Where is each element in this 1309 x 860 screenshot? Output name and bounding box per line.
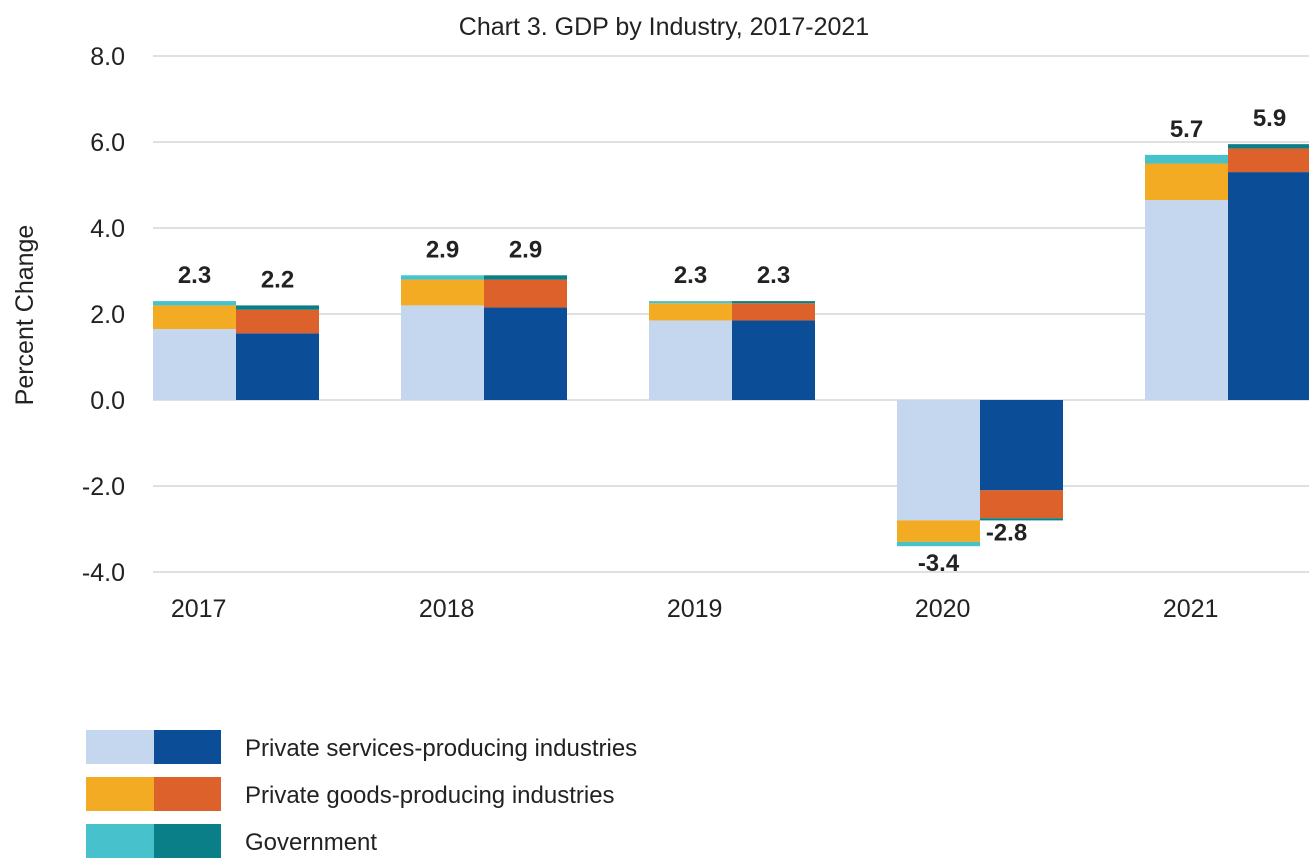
bar-segment bbox=[401, 275, 484, 280]
bars bbox=[153, 144, 1309, 547]
data-label: -3.4 bbox=[918, 550, 960, 577]
x-axis-ticks: 2017 2018 2019 2020 2021 bbox=[171, 595, 1219, 623]
bar-segment bbox=[484, 275, 567, 280]
y-tick-label: 8.0 bbox=[90, 43, 125, 71]
y-tick-label: -4.0 bbox=[82, 559, 125, 587]
data-label: 2.9 bbox=[426, 236, 459, 263]
bar-segment bbox=[1145, 163, 1228, 201]
bar-segment bbox=[980, 400, 1063, 491]
legend-swatch-light bbox=[86, 730, 154, 764]
x-tick-label: 2018 bbox=[419, 595, 475, 623]
y-tick-label: 2.0 bbox=[90, 301, 125, 329]
bar-segment bbox=[732, 303, 815, 321]
legend-swatch-light bbox=[86, 777, 154, 811]
bar-segment bbox=[649, 320, 732, 400]
legend-swatch-dark bbox=[154, 824, 221, 858]
bar-segment bbox=[649, 303, 732, 321]
bar-segment bbox=[236, 305, 319, 310]
bar-segment bbox=[732, 320, 815, 400]
x-tick-label: 2021 bbox=[1163, 595, 1219, 623]
bar-segment bbox=[732, 301, 815, 304]
bar-segment bbox=[236, 333, 319, 400]
bar-segment bbox=[897, 400, 980, 521]
bar-segment bbox=[1228, 172, 1309, 400]
y-axis-ticks: 8.0 6.0 4.0 2.0 0.0 -2.0 -4.0 bbox=[82, 43, 125, 587]
legend-label: Government bbox=[245, 829, 377, 856]
y-tick-label: 0.0 bbox=[90, 387, 125, 415]
bar-segment bbox=[484, 307, 567, 400]
bar-segment bbox=[153, 329, 236, 400]
data-label: 2.2 bbox=[261, 266, 294, 293]
bar-segment bbox=[153, 305, 236, 330]
bar-segment bbox=[153, 301, 236, 306]
bar-segment bbox=[980, 490, 1063, 519]
legend-label: Private services-producing industries bbox=[245, 735, 637, 762]
data-label: 2.3 bbox=[178, 262, 211, 289]
y-tick-label: 6.0 bbox=[90, 129, 125, 157]
legend-swatch-dark bbox=[154, 730, 221, 764]
legend-swatch-dark bbox=[154, 777, 221, 811]
bar-segment bbox=[1145, 154, 1228, 164]
bar-segment bbox=[1228, 144, 1309, 149]
legend: Private services-producing industries Pri… bbox=[86, 730, 637, 858]
bar-segment bbox=[1228, 148, 1309, 173]
x-tick-label: 2020 bbox=[915, 595, 971, 623]
chart-title: Chart 3. GDP by Industry, 2017-2021 bbox=[459, 13, 869, 41]
data-label: 2.9 bbox=[509, 236, 542, 263]
y-axis-label: Percent Change bbox=[11, 225, 39, 406]
y-tick-label: -2.0 bbox=[82, 473, 125, 501]
x-tick-label: 2019 bbox=[667, 595, 723, 623]
legend-label: Private goods-producing industries bbox=[245, 782, 615, 809]
data-label: 2.3 bbox=[674, 262, 707, 289]
bar-segment bbox=[401, 279, 484, 306]
bar-segment bbox=[236, 309, 319, 334]
bar-segment bbox=[401, 305, 484, 400]
data-labels: 2.3 2.9 2.3 -3.4 5.7 2.2 2.9 2.3 -2.8 5.9 bbox=[178, 105, 1286, 577]
data-label: 5.9 bbox=[1253, 105, 1286, 132]
data-label: 2.3 bbox=[757, 262, 790, 289]
bar-segment bbox=[897, 520, 980, 542]
legend-swatch-light bbox=[86, 824, 154, 858]
bar-segment bbox=[1145, 200, 1228, 400]
y-tick-label: 4.0 bbox=[90, 215, 125, 243]
x-tick-label: 2017 bbox=[171, 595, 227, 623]
data-label: 5.7 bbox=[1170, 116, 1203, 143]
bar-segment bbox=[649, 301, 732, 304]
bar-segment bbox=[980, 518, 1063, 521]
bar-segment bbox=[897, 541, 980, 547]
bar-segment bbox=[484, 279, 567, 308]
data-label: -2.8 bbox=[986, 519, 1027, 546]
